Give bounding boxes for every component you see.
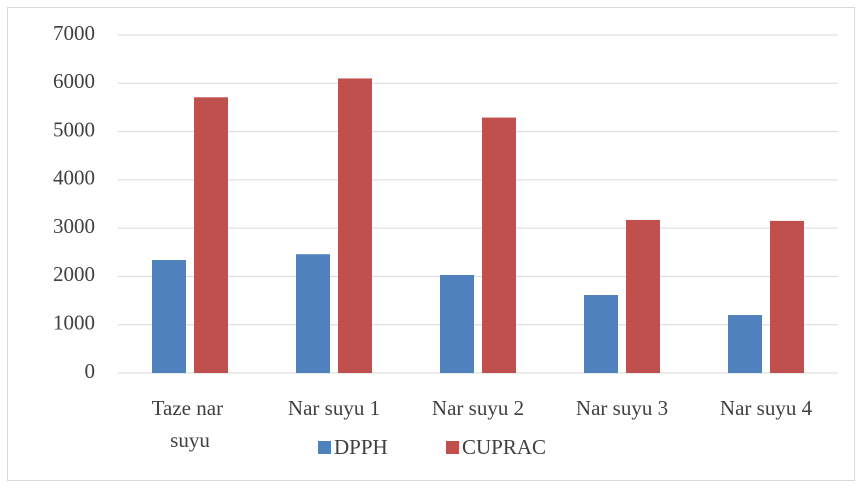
x-tick-label: Nar suyu 2 bbox=[432, 396, 524, 420]
y-tick-label: 0 bbox=[85, 359, 96, 383]
legend-label: DPPH bbox=[334, 435, 388, 459]
y-tick-label: 3000 bbox=[53, 214, 95, 238]
bar bbox=[152, 260, 186, 373]
bar bbox=[440, 274, 474, 373]
legend-label: CUPRAC bbox=[462, 435, 546, 459]
y-tick-label: 6000 bbox=[53, 69, 95, 93]
bar bbox=[584, 295, 618, 373]
bar bbox=[338, 78, 372, 373]
legend-swatch bbox=[318, 441, 331, 454]
x-tick-label: Taze nar suyu bbox=[152, 396, 229, 452]
bar bbox=[770, 220, 804, 373]
y-tick-label: 2000 bbox=[53, 262, 95, 286]
y-tick-label: 7000 bbox=[53, 21, 95, 45]
x-tick-label: Nar suyu 3 bbox=[576, 396, 668, 420]
x-tick-label: Nar suyu 1 bbox=[288, 396, 380, 420]
legend-swatch bbox=[446, 441, 459, 454]
y-tick-label: 5000 bbox=[53, 117, 95, 141]
y-tick-label: 4000 bbox=[53, 166, 95, 190]
bar bbox=[296, 254, 330, 373]
bar bbox=[626, 219, 660, 373]
bar bbox=[482, 117, 516, 373]
bar bbox=[728, 315, 762, 373]
x-tick-label: Nar suyu 4 bbox=[720, 396, 813, 420]
y-tick-label: 1000 bbox=[53, 311, 95, 335]
chart-border bbox=[7, 7, 855, 481]
bar bbox=[194, 97, 228, 373]
